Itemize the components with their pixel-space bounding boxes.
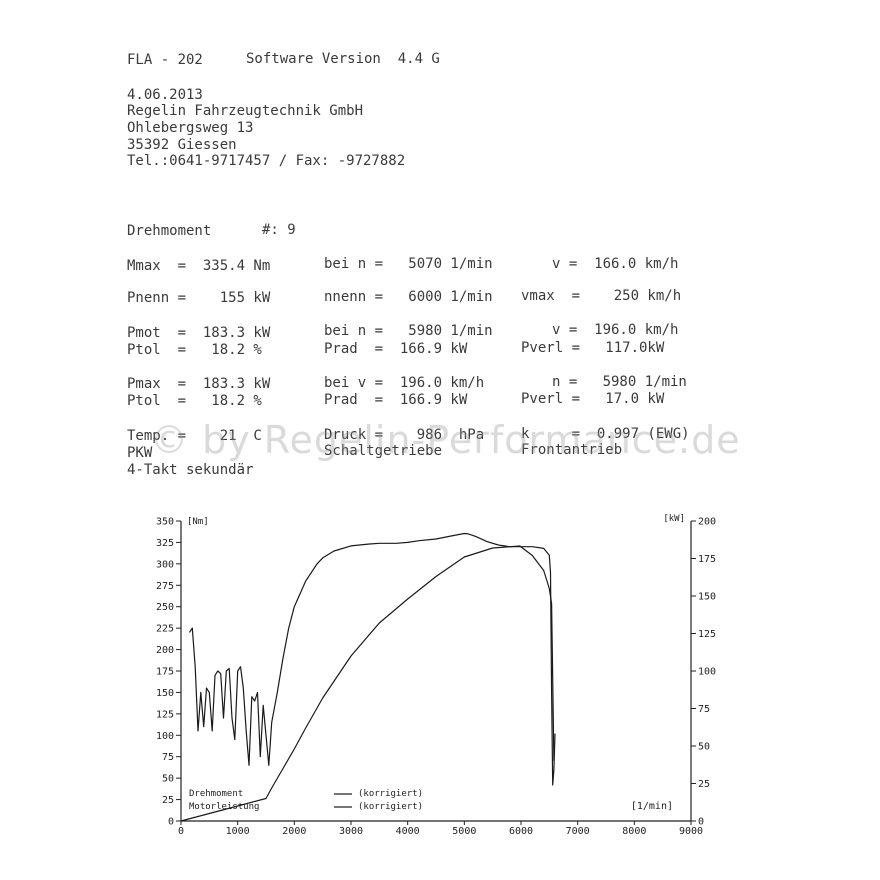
company-phone: Tel.:0641-9717457 / Fax: -9727882 xyxy=(127,153,406,169)
result-row-3-col-1: Prad = 166.9 kW xyxy=(324,341,468,357)
result-row-6-col-2: k = 0.997 (EWG) xyxy=(521,426,690,442)
result-row-1-col-1: nnenn = 6000 1/min xyxy=(324,289,493,305)
company-street: Ohlebergsweg 13 xyxy=(127,120,254,136)
y-left-tick-label: 125 xyxy=(156,709,174,720)
result-row-2-col-1: bei n = 5980 1/min xyxy=(324,323,493,339)
y-left-tick-label: 325 xyxy=(156,538,174,549)
x-tick-label: 8000 xyxy=(622,826,646,837)
result-row-0-col-2: v = 166.0 km/h xyxy=(552,256,679,272)
test-date: 4.06.2013 xyxy=(127,87,203,103)
y-left-tick-label: 150 xyxy=(156,688,174,699)
result-row-2-col-0: Pmot = 183.3 kW xyxy=(127,325,271,341)
y-right-tick-label: 25 xyxy=(698,779,710,790)
y-right-tick-label: 200 xyxy=(698,517,716,528)
result-row-7-col-1: Schaltgetriebe xyxy=(324,443,443,459)
result-row-6-col-0: Temp. = 21 C xyxy=(127,428,262,444)
result-row-7-col-0: PKW xyxy=(127,445,153,461)
result-row-4-col-1: bei v = 196.0 km/h xyxy=(324,375,485,391)
y-left-tick-label: 300 xyxy=(156,559,174,570)
y-left-tick-label: 200 xyxy=(156,645,174,656)
y-left-tick-label: 275 xyxy=(156,581,174,592)
result-row-2-col-2: v = 196.0 km/h xyxy=(552,322,679,338)
x-tick-label: 0 xyxy=(178,826,184,837)
y-left-tick-label: 50 xyxy=(162,774,174,785)
legend-suffix-power: (korrigiert) xyxy=(358,802,423,812)
result-row-6-col-1: Druck = 986 hPa xyxy=(324,427,485,443)
result-row-5-col-1: Prad = 166.9 kW xyxy=(324,392,468,408)
measurement-title: Drehmoment xyxy=(127,223,212,239)
result-row-1-col-0: Pnenn = 155 kW xyxy=(127,290,271,306)
y-right-tick-label: 0 xyxy=(698,817,704,828)
y-left-tick-label: 250 xyxy=(156,602,174,613)
engine-type: 4-Takt sekundär xyxy=(127,462,254,478)
y-left-tick-label: 25 xyxy=(162,795,174,806)
y-left-tick-label: 175 xyxy=(156,667,174,678)
result-row-1-col-2: vmax = 250 km/h xyxy=(521,288,682,304)
result-row-4-col-0: Pmax = 183.3 kW xyxy=(127,376,271,392)
y-left-tick-label: 75 xyxy=(162,752,174,763)
result-row-4-col-2: n = 5980 1/min xyxy=(552,374,687,390)
x-tick-label: 1000 xyxy=(226,826,250,837)
y-left-unit: [Nm] xyxy=(187,517,209,527)
result-row-3-col-2: Pverl = 117.0kW xyxy=(521,340,665,356)
result-row-5-col-2: Pverl = 17.0 kW xyxy=(521,391,665,407)
y-right-tick-label: 125 xyxy=(698,629,716,640)
result-row-5-col-0: Ptol = 18.2 % xyxy=(127,393,262,409)
legend-suffix-torque: (korrigiert) xyxy=(358,789,423,799)
result-row-7-col-2: Frontantrieb xyxy=(521,442,623,458)
result-row-3-col-0: Ptol = 18.2 % xyxy=(127,342,262,358)
x-unit: [1/min] xyxy=(631,801,673,812)
x-tick-label: 9000 xyxy=(679,826,703,837)
legend-name-torque: Drehmoment xyxy=(189,789,243,799)
series-line-power xyxy=(180,545,555,822)
watermark: © by Regelin-Performance.de xyxy=(150,418,741,462)
x-tick-label: 4000 xyxy=(396,826,420,837)
x-tick-label: 6000 xyxy=(509,826,533,837)
model-label: FLA - 202 xyxy=(127,52,203,68)
y-right-tick-label: 175 xyxy=(698,554,716,565)
result-row-0-col-1: bei n = 5070 1/min xyxy=(324,256,493,272)
x-tick-label: 2000 xyxy=(282,826,306,837)
x-tick-label: 3000 xyxy=(339,826,363,837)
x-tick-label: 5000 xyxy=(452,826,476,837)
y-right-tick-label: 75 xyxy=(698,704,710,715)
y-left-tick-label: 100 xyxy=(156,731,174,742)
x-tick-label: 7000 xyxy=(566,826,590,837)
y-left-tick-label: 225 xyxy=(156,624,174,635)
y-left-tick-label: 350 xyxy=(156,517,174,528)
company-city: 35392 Giessen xyxy=(127,137,237,153)
y-right-tick-label: 50 xyxy=(698,742,710,753)
company-name: Regelin Fahrzeugtechnik GmbH xyxy=(127,103,364,119)
y-left-tick-label: 0 xyxy=(168,817,174,828)
measurement-number: #: 9 xyxy=(262,222,296,238)
result-row-0-col-0: Mmax = 335.4 Nm xyxy=(127,258,271,274)
software-version: Software Version 4.4 G xyxy=(246,51,440,67)
series-line-torque xyxy=(188,532,556,786)
legend-name-power: Motorleistung xyxy=(189,802,259,812)
y-right-unit: [kW] xyxy=(663,514,685,524)
y-right-tick-label: 100 xyxy=(698,667,716,678)
y-right-tick-label: 150 xyxy=(698,592,716,603)
